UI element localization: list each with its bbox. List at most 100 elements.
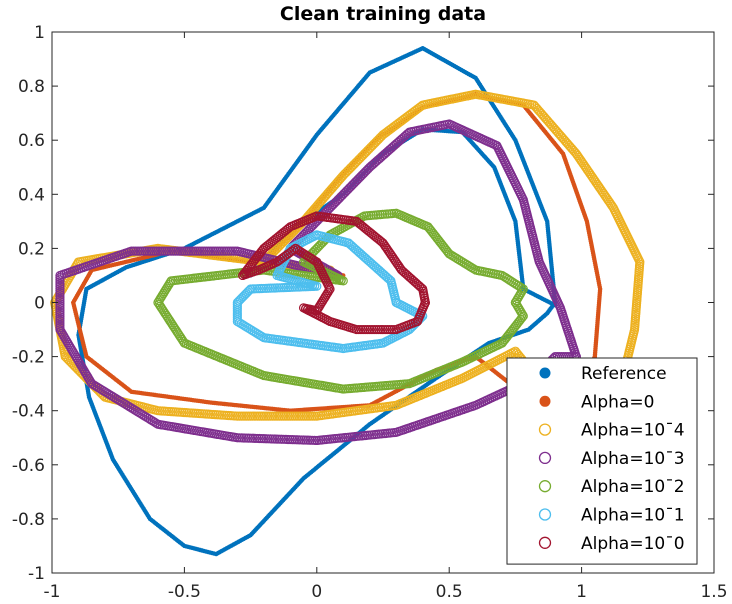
- y-tick-label: -0.2: [12, 348, 45, 368]
- series-3-point: [370, 137, 380, 148]
- series-3-point: [364, 144, 374, 154]
- series-3-point: [376, 131, 387, 141]
- series-6-point: [391, 297, 401, 308]
- series-4-point: [342, 186, 352, 196]
- series-7-point: [420, 297, 430, 308]
- series-4-point: [331, 196, 341, 207]
- legend-marker: [538, 423, 552, 436]
- series-4-point: [334, 193, 344, 204]
- legend-label: Alpha=10ˉ0: [581, 534, 685, 554]
- x-tick-label: 1: [576, 582, 587, 602]
- series-4-point: [304, 225, 314, 235]
- series-5-point: [317, 238, 327, 248]
- series-3-point: [357, 152, 367, 162]
- series-3-point: [349, 159, 359, 170]
- y-tick-label: 0: [34, 294, 45, 314]
- series-4-point: [348, 179, 358, 190]
- series-4-point: [337, 190, 347, 200]
- series-5-point: [510, 297, 521, 308]
- legend-label: Alpha=0: [581, 392, 654, 412]
- series-3-point: [363, 145, 373, 155]
- series-5-point: [499, 272, 509, 282]
- series-4-point: [366, 161, 377, 171]
- series-3-point: [355, 153, 365, 163]
- series-3-point: [360, 148, 370, 159]
- series-4-point: [365, 162, 375, 172]
- series-3-point: [276, 240, 286, 250]
- y-tick-label: -0.8: [12, 510, 45, 530]
- legend-marker: [538, 536, 552, 549]
- series-3-point: [378, 130, 388, 140]
- series-4-point: [343, 184, 353, 194]
- y-tick-label: 1: [34, 23, 45, 43]
- series-4-point: [360, 167, 370, 177]
- series-3-point: [353, 155, 364, 165]
- legend-marker: [538, 480, 552, 493]
- legend-marker: [539, 395, 551, 407]
- series-3-point: [62, 353, 72, 363]
- series-layer: [50, 46, 645, 557]
- series-4-point: [328, 200, 338, 210]
- series-3-point: [271, 244, 281, 255]
- x-tick-label: -1: [44, 582, 61, 602]
- series-4-point: [349, 178, 360, 188]
- series-3-point: [358, 150, 368, 160]
- legend-label: Alpha=10ˉ3: [581, 449, 685, 469]
- y-tick-label: 0.6: [18, 131, 45, 151]
- y-tick-label: -0.6: [12, 456, 45, 476]
- series-0: [76, 46, 558, 557]
- series-4-point: [330, 198, 340, 208]
- legend-marker: [538, 451, 552, 465]
- series-3-point: [375, 133, 385, 143]
- chart-title: Clean training data: [280, 3, 486, 25]
- series-3-point: [361, 147, 371, 157]
- series-4-point: [336, 192, 346, 202]
- legend-label: Alpha=10ˉ1: [581, 506, 685, 526]
- series-4-point: [305, 223, 315, 233]
- series-4-point: [333, 195, 343, 205]
- series-4-point: [359, 168, 369, 179]
- axes: -1 -0.5 0 0.5 1 1.5 1 0.8 0.6 0.4 0.2 0 -0.2 -0.4 -0.6…: [12, 23, 728, 602]
- y-tick-label: 0.2: [18, 239, 45, 259]
- series-4-point: [363, 164, 373, 174]
- series-4-point: [339, 189, 349, 199]
- series-5-point: [309, 246, 320, 256]
- series-5-point: [314, 241, 324, 251]
- x-tick-label: 1.5: [700, 582, 727, 602]
- series-5-point: [312, 243, 323, 253]
- series-4-point: [345, 182, 355, 193]
- series-4-point: [325, 203, 335, 213]
- series-4-point: [354, 173, 364, 183]
- series-4-point: [346, 181, 357, 191]
- series-3-point: [347, 161, 358, 171]
- series-7: [238, 211, 430, 335]
- series-3-point: [366, 142, 376, 152]
- legend: Reference Alpha=0 Alpha=10ˉ4 Alpha=10ˉ3 Alph…: [506, 357, 698, 565]
- series-4-point: [352, 175, 363, 185]
- legend-label: Reference: [581, 364, 667, 384]
- legend-label: Alpha=10ˉ2: [581, 477, 685, 497]
- series-4-point: [151, 418, 161, 428]
- x-tick-label: -0.5: [168, 582, 201, 602]
- legend-box: [506, 357, 698, 565]
- x-tick-label: 0.5: [436, 582, 463, 602]
- series-4-point: [326, 201, 337, 211]
- series-5-point: [511, 299, 522, 310]
- series-4-point: [357, 170, 367, 180]
- y-tick-label: -1: [28, 564, 45, 584]
- y-tick-label: -0.4: [12, 402, 45, 422]
- series-3-point: [369, 139, 379, 149]
- legend-label: Alpha=10ˉ4: [581, 421, 685, 441]
- x-tick-label: 0: [311, 582, 322, 602]
- series-3-point: [373, 134, 384, 145]
- series-3-point: [367, 141, 377, 151]
- series-4-point: [351, 176, 361, 186]
- series-5: [153, 208, 528, 394]
- series-3-point: [350, 158, 361, 168]
- series-6: [232, 230, 428, 354]
- series-3-point: [344, 164, 354, 174]
- series-3-point: [372, 136, 382, 146]
- series-5-point: [311, 244, 321, 254]
- series-3-point: [272, 243, 283, 253]
